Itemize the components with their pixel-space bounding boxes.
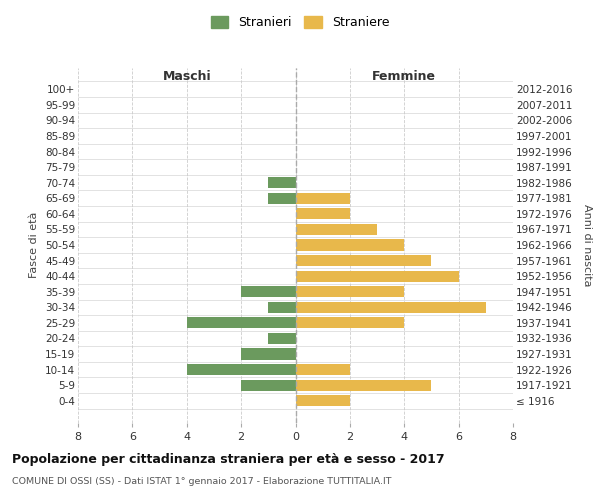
Bar (296, 364, 350, 375)
Bar (296, 380, 431, 391)
Bar (296, 286, 404, 298)
Y-axis label: Fasce di età: Fasce di età (29, 212, 40, 278)
Legend: Stranieri, Straniere: Stranieri, Straniere (206, 11, 394, 34)
Bar (268, 302, 296, 313)
Text: Femmine: Femmine (372, 70, 436, 82)
Bar (187, 318, 296, 328)
Bar (268, 177, 296, 188)
Bar (296, 318, 404, 328)
Bar (241, 380, 296, 391)
Bar (296, 208, 350, 220)
Bar (296, 302, 486, 313)
Bar (296, 240, 404, 250)
Bar (268, 333, 296, 344)
Bar (241, 348, 296, 360)
Bar (241, 286, 296, 298)
Bar (296, 270, 458, 282)
Bar (296, 192, 350, 204)
Text: Popolazione per cittadinanza straniera per età e sesso - 2017: Popolazione per cittadinanza straniera p… (12, 452, 445, 466)
Text: Maschi: Maschi (163, 70, 211, 82)
Text: COMUNE DI OSSI (SS) - Dati ISTAT 1° gennaio 2017 - Elaborazione TUTTITALIA.IT: COMUNE DI OSSI (SS) - Dati ISTAT 1° genn… (12, 478, 392, 486)
Bar (296, 224, 377, 235)
Bar (296, 255, 431, 266)
Y-axis label: Anni di nascita: Anni di nascita (582, 204, 592, 286)
Bar (296, 395, 350, 406)
Bar (268, 192, 296, 204)
Bar (187, 364, 296, 375)
